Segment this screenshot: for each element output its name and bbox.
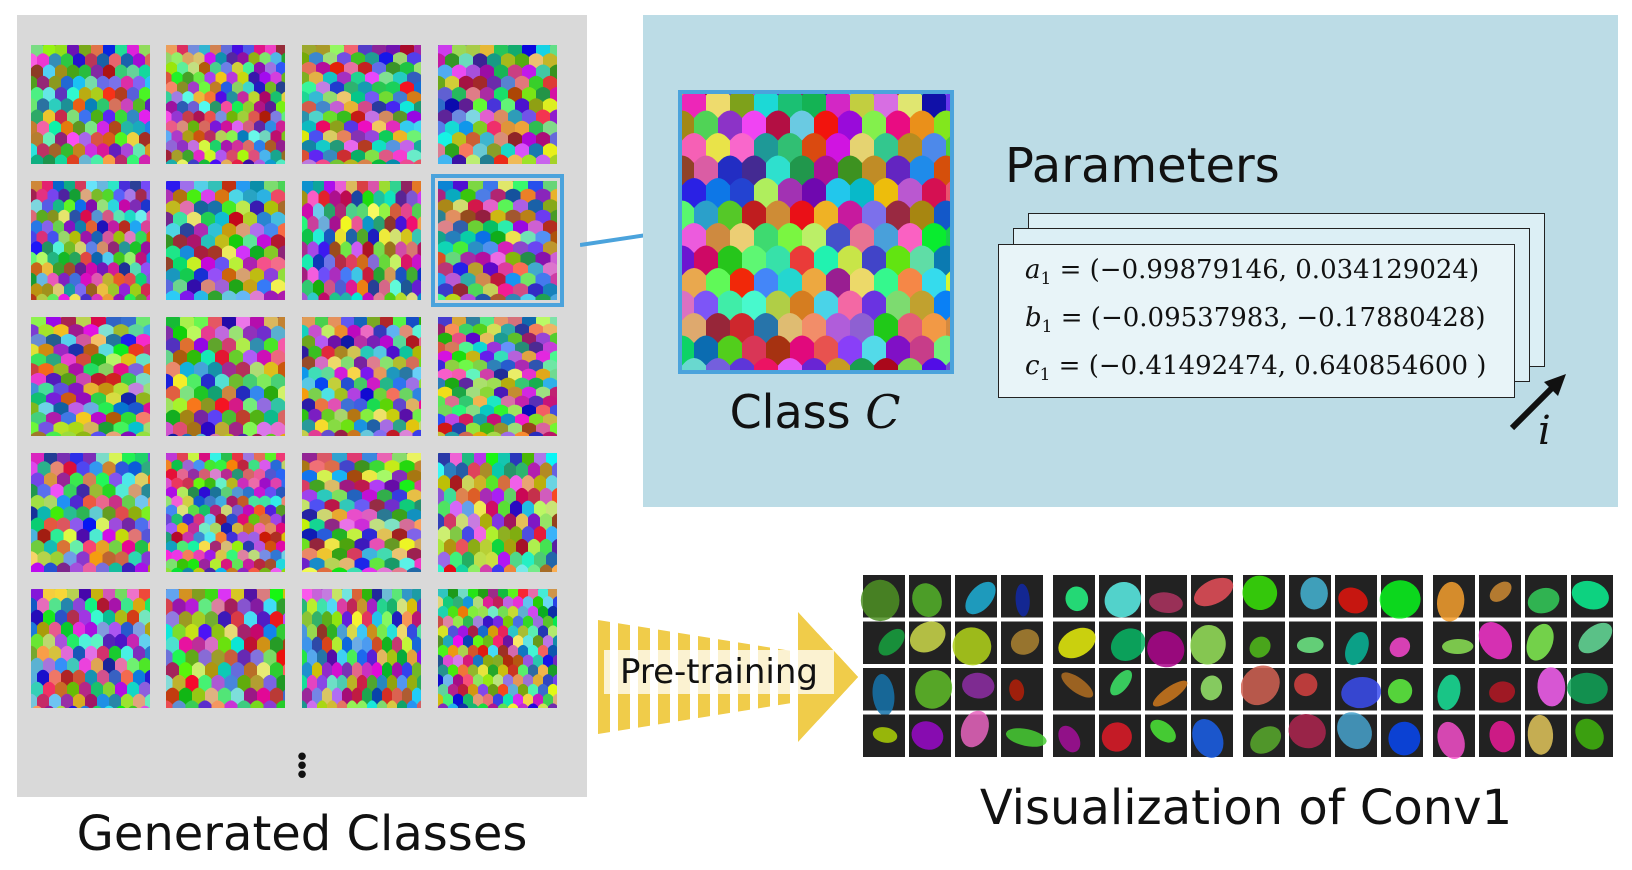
- class-sample-tile: [166, 45, 285, 164]
- class-sample-tile: [31, 45, 150, 164]
- param-subscript: 1: [1040, 269, 1052, 290]
- param-value: = (−0.41492474, 0.640854600 ): [1058, 351, 1487, 381]
- param-subscript: 1: [1041, 317, 1053, 338]
- class-sample-tile: [31, 181, 150, 300]
- generated-classes-panel: • • •: [17, 15, 587, 797]
- param-symbol: a: [1025, 255, 1041, 285]
- class-sample-tile: [438, 317, 557, 436]
- class-sample-tile: [166, 181, 285, 300]
- pretraining-label: Pre-training: [604, 650, 834, 694]
- class-sample-tile: [302, 181, 421, 300]
- class-sample-tile: [302, 317, 421, 436]
- conv1-filter-visualization: [860, 573, 1620, 763]
- parameters-title: Parameters: [1005, 138, 1280, 194]
- class-label-variable: C: [865, 385, 901, 439]
- param-subscript: 1: [1039, 365, 1051, 386]
- class-sample-tile: [31, 317, 150, 436]
- param-value: = (−0.09537983, −0.17880428): [1060, 303, 1486, 333]
- vertical-ellipsis-icon: • • •: [294, 743, 310, 791]
- class-label-prefix: Class: [729, 385, 851, 439]
- param-symbol: b: [1025, 303, 1042, 333]
- class-c-sample-image: [678, 90, 954, 374]
- class-sample-tile: [438, 589, 557, 708]
- class-sample-tile: [438, 453, 557, 572]
- class-sample-tile: [166, 453, 285, 572]
- class-sample-tile: [166, 317, 285, 436]
- parameter-row-b: b1 = (−0.09537983, −0.17880428): [1025, 303, 1485, 337]
- class-sample-tile: [302, 589, 421, 708]
- visualization-caption: Visualization of Conv1: [979, 780, 1513, 836]
- class-sample-tile: [166, 589, 285, 708]
- class-label: Class C: [680, 385, 950, 439]
- class-sample-tile: [302, 453, 421, 572]
- parameter-row-c: c1 = (−0.41492474, 0.640854600 ): [1025, 351, 1486, 385]
- class-sample-tile: [31, 453, 150, 572]
- param-value: = (−0.99879146, 0.034129024): [1059, 255, 1480, 285]
- generated-classes-caption: Generated Classes: [76, 806, 528, 862]
- param-symbol: c: [1025, 351, 1040, 381]
- class-sample-grid: [31, 45, 577, 761]
- parameter-card-front: a1 = (−0.99879146, 0.034129024) b1 = (−0…: [998, 244, 1515, 398]
- class-sample-tile: [438, 45, 557, 164]
- highlighted-class-tile: [431, 174, 564, 307]
- parameter-row-a: a1 = (−0.99879146, 0.034129024): [1025, 255, 1479, 289]
- iteration-label: i: [1538, 408, 1551, 454]
- class-sample-tile: [302, 45, 421, 164]
- diagonal-arrow-icon: [1509, 374, 1566, 431]
- class-sample-tile: [31, 589, 150, 708]
